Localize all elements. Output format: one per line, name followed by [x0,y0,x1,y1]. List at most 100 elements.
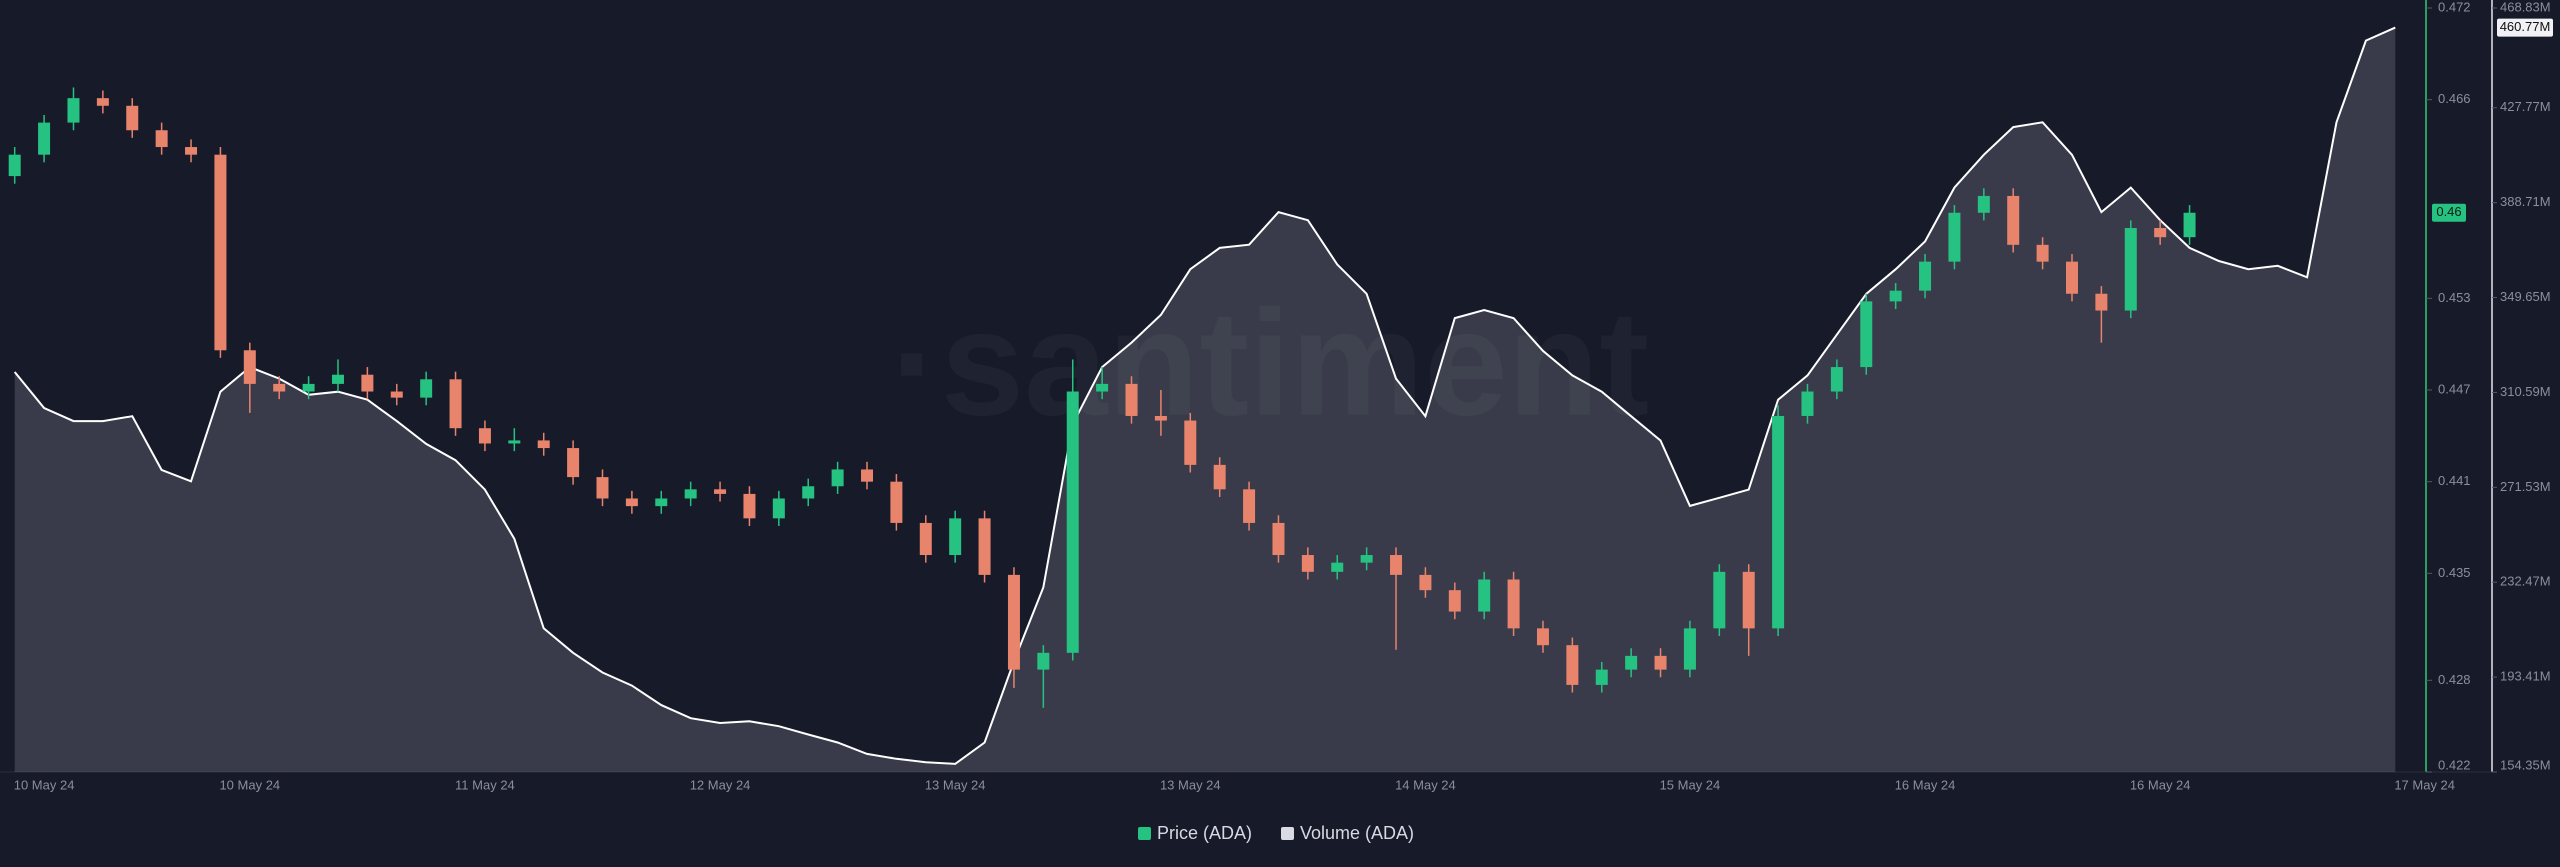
candle-body [302,383,315,392]
candle-body [537,440,550,449]
candle-body [1889,290,1902,302]
last-price-label: 0.46 [2436,204,2461,219]
y-tick-label: 0.466 [2438,91,2471,106]
x-tick-label: 10 May 24 [219,777,280,792]
legend-label: Volume (ADA) [1300,823,1414,843]
candle-body [861,469,874,482]
candle-body [978,518,991,575]
x-tick-label: 17 May 24 [2394,777,2455,792]
candle-body [420,379,433,398]
x-tick-label: 16 May 24 [1895,777,1956,792]
candle-body [390,391,403,398]
candle-body [772,498,785,519]
candle-body [1478,579,1491,612]
candle-body [1390,555,1403,575]
x-tick-label: 13 May 24 [925,777,986,792]
candle-body [2124,228,2137,311]
candle-body [1360,555,1373,563]
y2-tick-label: 232.47M [2500,574,2551,589]
candle-body [214,154,227,351]
candle-body [1625,655,1638,670]
x-tick-label: 14 May 24 [1395,777,1456,792]
y-tick-label: 0.472 [2438,0,2471,14]
last-volume-label: 460.77M [2500,19,2551,34]
y-tick-label: 0.453 [2438,290,2471,305]
candle-body [1948,212,1961,262]
y-tick-label: 0.435 [2438,565,2471,580]
candle-body [1184,420,1197,465]
x-tick-label: 10 May 24 [14,777,75,792]
volume-area [14,27,2396,773]
candle-body [2065,261,2078,294]
y2-tick-label: 271.53M [2500,479,2551,494]
candle-body [1683,628,1696,670]
candle-body [361,374,374,392]
y2-tick-label: 427.77M [2500,99,2551,114]
legend-label: Price (ADA) [1157,823,1252,843]
candle-body [831,469,844,487]
candle-body [1243,489,1256,523]
y2-tick-label: 468.83M [2500,0,2551,14]
candle-body [743,493,756,519]
candle-body [1654,655,1667,670]
x-tick-label: 12 May 24 [690,777,751,792]
candle-body [1301,555,1314,572]
candle-body [714,489,727,494]
y-tick-label: 0.441 [2438,473,2471,488]
legend-swatch [1138,827,1151,840]
candle-body [802,486,815,499]
legend-swatch [1281,827,1294,840]
y-tick-label: 0.422 [2438,757,2471,772]
candle-body [1595,669,1608,685]
x-tick-label: 11 May 24 [455,777,515,792]
candle-body [1566,645,1579,685]
y2-tick-label: 154.35M [2500,757,2551,772]
candle-body [1125,383,1138,416]
candle-body [155,130,168,148]
candle-body [1860,301,1873,368]
candle-body [38,122,51,155]
candle-body [273,383,286,392]
candle-body [919,522,932,556]
volume-line [13,26,2396,765]
candle-body [1713,571,1726,629]
candle-body [67,98,80,123]
candle-body [567,448,580,478]
candle-body [1977,195,1990,213]
candle-body [655,498,668,507]
candle-body [1096,383,1109,392]
x-tick-label: 15 May 24 [1660,777,1721,792]
candle-body [449,379,462,429]
candle-body [478,428,491,444]
candle-body [1448,590,1461,612]
candle-body [1154,415,1167,421]
candle-body [596,477,609,499]
candle-body [1419,574,1432,591]
candle-body [1007,574,1020,670]
candle-body [1742,571,1755,629]
candle-body [1213,464,1226,490]
last-price-tag [2432,203,2466,222]
candle-body [1066,391,1079,653]
y2-tick-label: 388.71M [2500,194,2551,209]
candle-body [2095,293,2108,311]
candle-body [1272,522,1285,556]
candle-body [2183,212,2196,238]
last-volume-tag [2497,18,2553,37]
candle-body [96,98,109,106]
candle-body [2154,228,2167,238]
candle-body [508,440,521,444]
candle-body [625,498,638,507]
candle-body [1772,415,1785,629]
candle-body [243,350,256,384]
x-tick-label: 13 May 24 [1160,777,1221,792]
y-tick-label: 0.428 [2438,672,2471,687]
candle-body [1801,391,1814,416]
candle-body [331,374,344,384]
candle-body [890,481,903,523]
x-tick-label: 16 May 24 [2130,777,2191,792]
candle-body [185,147,198,155]
candle-body [1830,367,1843,392]
